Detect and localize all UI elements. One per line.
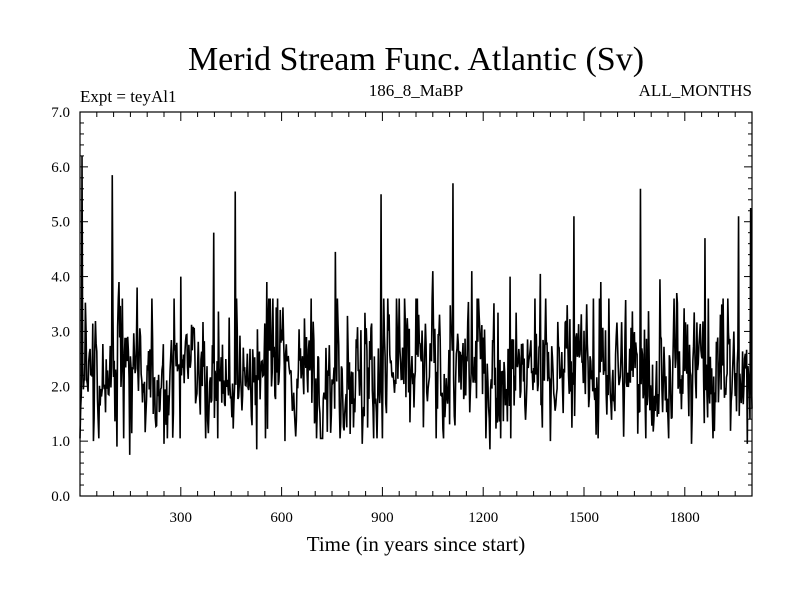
y-tick-label: 3.0 bbox=[51, 324, 70, 340]
x-axis-label: Time (in years since start) bbox=[307, 532, 526, 556]
x-tick-label: 1800 bbox=[670, 510, 700, 526]
chart-subtitle-right: ALL_MONTHS bbox=[639, 81, 752, 100]
y-tick-label: 2.0 bbox=[51, 379, 70, 395]
x-tick-label: 900 bbox=[371, 510, 394, 526]
plot-frame bbox=[79, 111, 753, 497]
axis-ticks bbox=[80, 111, 752, 497]
y-tick-label: 6.0 bbox=[51, 160, 70, 176]
x-tick-label: 600 bbox=[270, 510, 293, 526]
y-tick-label: 5.0 bbox=[51, 215, 70, 231]
chart-subtitle-left: Expt = teyAl1 bbox=[80, 87, 176, 106]
x-tick-label: 300 bbox=[170, 510, 193, 526]
chart-title: Merid Stream Func. Atlantic (Sv) bbox=[188, 41, 644, 78]
y-tick-label: 0.0 bbox=[51, 489, 70, 505]
y-tick-label: 4.0 bbox=[51, 270, 70, 286]
x-tick-label: 1200 bbox=[468, 510, 498, 526]
chart-subtitle-center: 186_8_MaBP bbox=[369, 81, 463, 100]
y-tick-label: 7.0 bbox=[51, 105, 70, 121]
axis-tick-labels: 0.0 1.0 2.0 3.0 4.0 5.0 6.0 7.0 300 600 900 1200 150… bbox=[51, 105, 700, 526]
y-tick-label: 1.0 bbox=[51, 434, 70, 450]
series-line bbox=[79, 155, 753, 455]
x-tick-label: 1500 bbox=[569, 510, 599, 526]
